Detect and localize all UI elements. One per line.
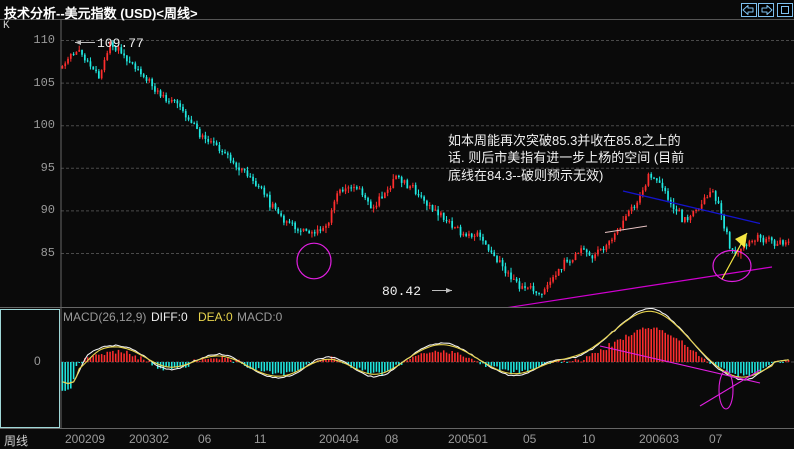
svg-text:109.77: 109.77 xyxy=(97,36,144,51)
svg-text:80.42: 80.42 xyxy=(382,284,421,299)
